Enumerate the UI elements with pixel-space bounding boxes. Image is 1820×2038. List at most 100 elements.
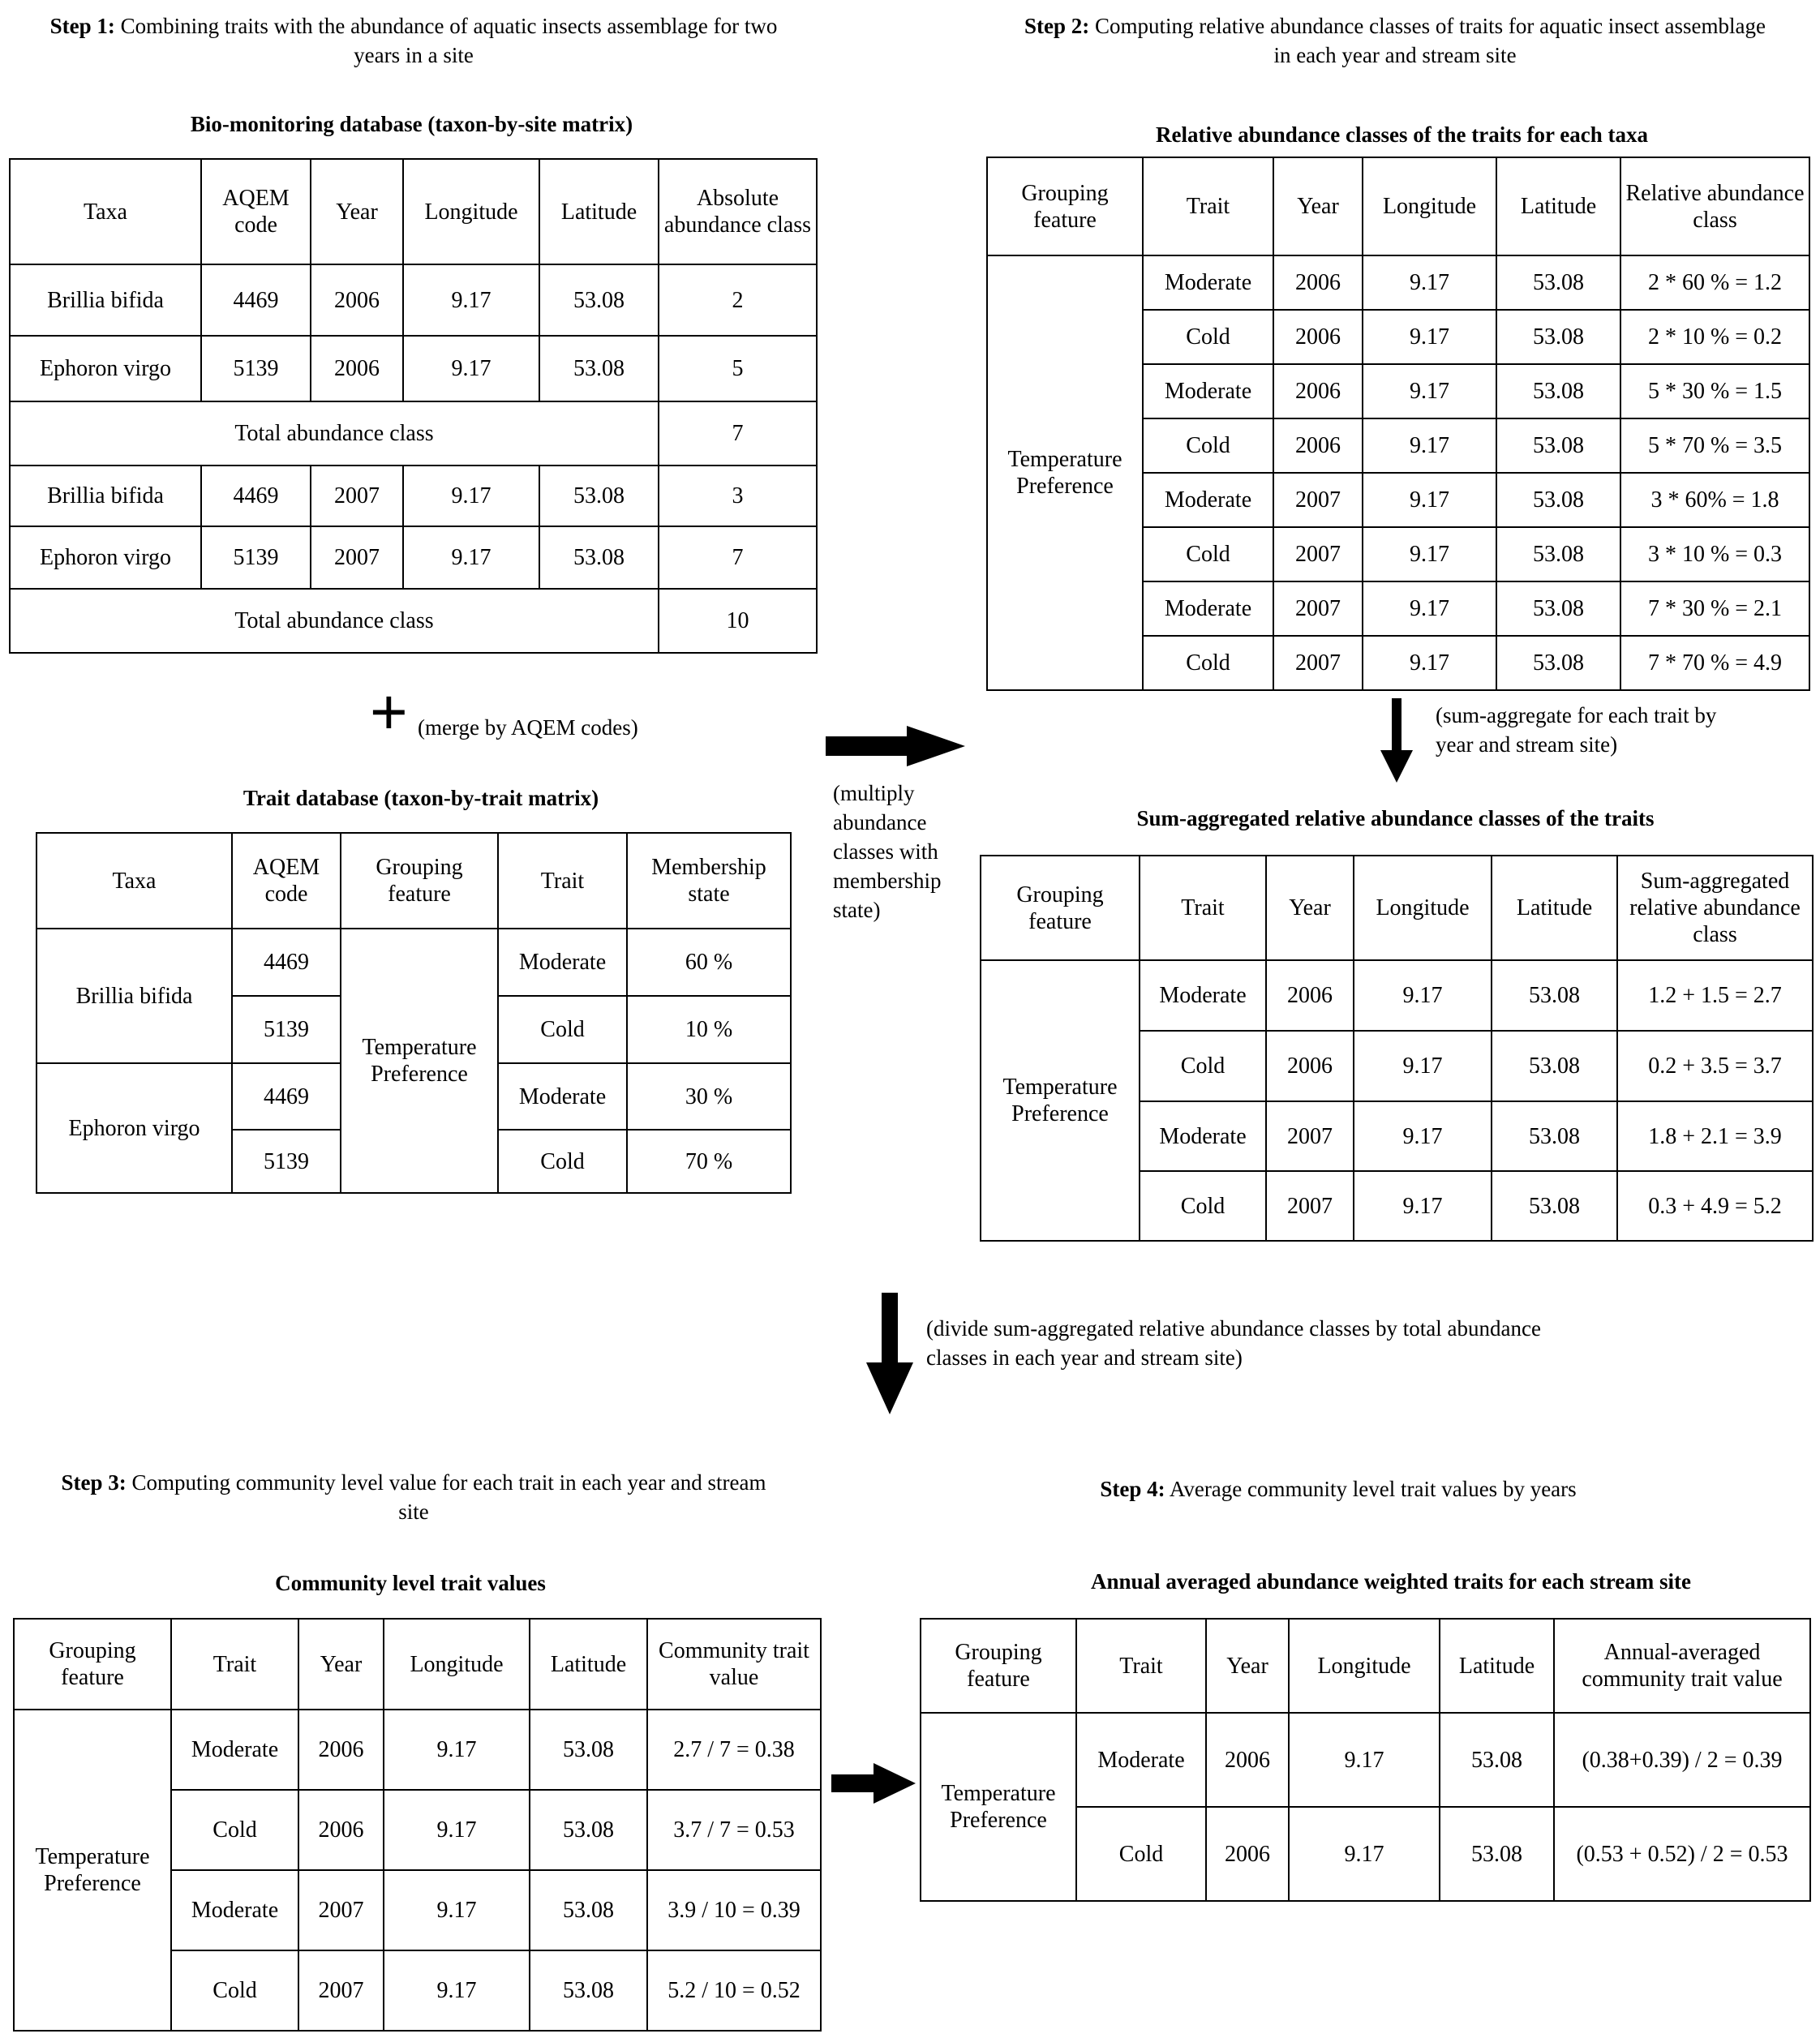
cell: 2006 [298,1709,384,1791]
cell: 4469 [200,465,311,527]
plus-symbol: + [370,676,408,748]
cell: 53.08 [1496,418,1621,474]
taxon-cell: Ephoron virgo [36,1062,233,1194]
table-row: Moderate 2006 9.17 53.08 5 * 30 % = 1.5 [987,363,1810,419]
header-cell: Latitude [539,158,659,265]
cell: 9.17 [383,1709,530,1791]
header-cell: Latitude [529,1618,648,1710]
cell: 2006 [1265,1030,1354,1102]
cell: 2006 [1265,959,1354,1032]
right-arrow-step1-to-step2 [826,726,965,766]
cell: 9.17 [1353,1030,1492,1102]
header-cell: Grouping feature [340,832,499,929]
cell: 2007 [298,1869,384,1951]
cell: 2 * 10 % = 0.2 [1620,309,1810,365]
cell: 4469 [231,1062,341,1131]
table-row: Moderate 2007 9.17 53.08 3 * 60% = 1.8 [987,472,1810,528]
cell: 2007 [1273,635,1363,691]
cell: Ephoron virgo [9,526,202,590]
header-cell: Trait [497,832,628,929]
header-cell: Year [1265,855,1354,961]
cell: 3 * 60% = 1.8 [1620,472,1810,528]
cell: 2007 [310,465,404,527]
cell: 9.17 [383,1789,530,1871]
annual-averaged-table: Grouping feature Trait Year Longitude La… [920,1618,1811,1902]
cell: Moderate [1142,255,1274,311]
header-cell: Trait [1142,157,1274,256]
header-cell: AQEM code [231,832,341,929]
cell: Moderate [1139,959,1267,1032]
cell: 1.8 + 2.1 = 3.9 [1616,1101,1814,1172]
cell: 53.08 [539,335,659,402]
cell: 53.08 [1439,1806,1555,1902]
cell: Cold [1142,635,1274,691]
cell: 60 % [626,928,792,997]
table-header-row: Taxa AQEM code Grouping feature Trait Me… [36,832,792,929]
header-cell: Trait [1139,855,1267,961]
step3-text: Computing community level value for each… [126,1470,766,1524]
cell: 53.08 [1496,526,1621,582]
cell: Moderate [1142,581,1274,637]
cell: 9.17 [1362,418,1497,474]
cell: 5139 [231,1129,341,1194]
table-header-row: Grouping feature Trait Year Longitude La… [13,1618,822,1710]
cell: 5.2 / 10 = 0.52 [646,1950,822,2032]
cell: Moderate [170,1709,299,1791]
header-cell: Longitude [402,158,540,265]
table-row: Ephoron virgo 5139 2006 9.17 53.08 5 [9,335,818,402]
cell: 2007 [1265,1170,1354,1242]
down-arrow-divide [866,1293,913,1414]
cell: 2006 [310,264,404,337]
step3-label: Step 3: [61,1470,127,1495]
multiply-note: (multiply abundance classes with members… [833,781,942,922]
cell: 70 % [626,1129,792,1194]
step3-heading: Step 3: Computing community level value … [49,1468,779,1526]
sum-aggregate-note: (sum-aggregate for each trait by year an… [1436,703,1717,757]
table-row: 5139 Cold 10 % [36,995,792,1064]
cell: 5 * 30 % = 1.5 [1620,363,1810,419]
table-row: Ephoron virgo 4469 Moderate 30 % [36,1062,792,1194]
cell: 53.08 [1496,363,1621,419]
cell: Cold [1139,1170,1267,1242]
header-cell: Grouping feature [986,157,1144,256]
cell: 9.17 [1362,526,1497,582]
table-header-row: Taxa AQEM code Year Longitude Latitude A… [9,158,818,265]
header-cell: Longitude [383,1618,530,1710]
cell: 5139 [200,526,311,590]
table-row: Cold 2006 9.17 53.08 3.7 / 7 = 0.53 [14,1789,822,1871]
step1-label: Step 1: [49,14,115,38]
cell: 2006 [1273,418,1363,474]
right-arrow-step3-to-step4 [831,1763,916,1804]
cell: 0.3 + 4.9 = 5.2 [1616,1170,1814,1242]
header-cell: Latitude [1439,1618,1555,1714]
cell: 53.08 [529,1709,648,1791]
cell: 5139 [200,335,311,402]
cell: 2 * 60 % = 1.2 [1620,255,1810,311]
table-row: Cold 2006 9.17 53.08 2 * 10 % = 0.2 [987,309,1810,365]
table-row: Temperature Preference Moderate 2006 9.1… [980,959,1814,1242]
total-label: Total abundance class [9,588,659,654]
cell: 1.2 + 1.5 = 2.7 [1616,959,1814,1032]
trait-db-table: Taxa AQEM code Grouping feature Trait Me… [36,832,792,1194]
cell: 53.08 [1491,1170,1618,1242]
table-row: Cold 2006 9.17 53.08 (0.53 + 0.52) / 2 =… [921,1806,1811,1902]
rel-title: Relative abundance classes of the traits… [1156,122,1648,147]
total-value: 10 [658,588,818,654]
table-row: Cold 2007 9.17 53.08 5.2 / 10 = 0.52 [14,1950,822,2032]
cell: 53.08 [539,264,659,337]
cell: 2007 [1273,581,1363,637]
cell: 53.08 [539,526,659,590]
step4-label: Step 4: [1100,1477,1165,1501]
total-row: Total abundance class 7 [9,401,818,466]
header-cell: Sum-aggregated relative abundance class [1616,855,1814,961]
header-cell: Year [1273,157,1363,256]
cell: 53.08 [1439,1712,1555,1808]
biomon-table: Taxa AQEM code Year Longitude Latitude A… [9,158,818,654]
header-cell: Taxa [9,158,202,265]
cell: 9.17 [1353,1101,1492,1172]
down-arrow-sum-aggregate [1380,698,1413,783]
header-cell: Membership state [626,832,792,929]
table-row: Temperature Preference Moderate 2006 9.1… [986,255,1810,691]
header-cell: AQEM code [200,158,311,265]
cell: 2006 [1205,1712,1290,1808]
